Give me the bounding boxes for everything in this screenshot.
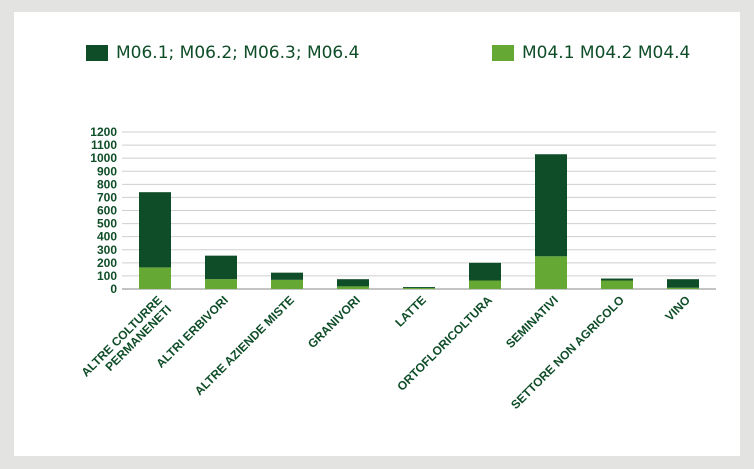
y-tick-label: 1100 [91,138,117,152]
bar-segment [205,279,237,289]
bar-segment [667,279,699,288]
legend-item-m04: M04.1 M04.2 M04.4 [492,42,690,64]
legend-item-m06: M06.1; M06.2; M06.3; M06.4 [86,42,359,64]
bar-segment [337,286,369,289]
chart-panel: M06.1; M06.2; M06.3; M06.4 M04.1 M04.2 M… [14,12,740,456]
x-tick-label: GRANIVORI [305,293,363,351]
y-tick-label: 300 [97,243,117,257]
bar-segment [337,279,369,287]
x-tick-label: SETTORE NON AGRICOLO [508,293,627,412]
x-tick-label: LATTE [392,293,429,330]
bar-segment [667,287,699,289]
y-tick-label: 900 [97,164,117,178]
x-tick-label-line: VINO [662,293,693,324]
y-tick-label: 500 [97,217,117,231]
bar-segment [469,280,501,289]
x-tick-label-line: GRANIVORI [305,293,363,351]
y-tick-label: 1200 [90,125,117,139]
bar-segment [403,287,435,288]
legend-label-m04: M04.1 M04.2 M04.4 [522,43,691,63]
x-tick-label: SEMINATIVI [503,293,561,351]
y-tick-label: 700 [97,190,117,204]
y-tick-label: 0 [110,282,117,296]
x-tick-label-line: SEMINATIVI [503,293,561,351]
legend-swatch-light-green [492,45,514,61]
bar-segment [205,255,237,280]
x-tick-label-line: ALTRE COLTURRE [79,293,165,379]
bar-segment [403,287,435,289]
bar-segment [271,279,303,289]
y-tick-label: 400 [97,230,117,244]
x-tick-label-line: SETTORE NON AGRICOLO [508,293,627,412]
bar-segment [139,267,171,289]
bar-segment [139,192,171,268]
legend-swatch-dark-green [86,45,108,61]
bar-segment [469,262,501,281]
bar-segment [601,280,633,289]
bar-segment [271,272,303,280]
stacked-bar-chart: 0100200300400500600700800900100011001200… [79,125,716,412]
x-tick-label: VINO [662,293,693,324]
bar-segment [535,154,567,257]
x-tick-label-line: LATTE [392,293,429,330]
bar-segment [535,256,567,289]
y-tick-label: 1000 [90,151,117,165]
y-tick-label: 800 [97,177,117,191]
legend-label-m06: M06.1; M06.2; M06.3; M06.4 [116,43,360,63]
y-tick-label: 200 [97,256,117,270]
y-tick-label: 600 [97,204,117,218]
bar-segment [601,278,633,281]
y-tick-label: 100 [97,269,117,283]
